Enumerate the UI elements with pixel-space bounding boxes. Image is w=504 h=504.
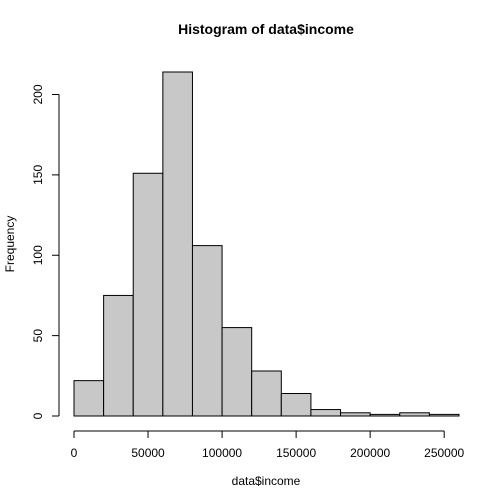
histogram-bar-9 [340,412,371,417]
histogram-bar-4 [191,245,223,417]
histogram-bar-5 [221,327,253,417]
histogram-bar-10 [369,413,401,417]
x-tick-label-3: 150000 [276,446,316,460]
histogram-bar-11 [399,412,430,417]
x-tick-label-2: 100000 [202,446,242,460]
histogram-bar-6 [251,370,282,417]
y-tick-label-0: 0 [31,412,45,419]
y-tick-label-3: 150 [31,165,45,185]
histogram-bar-2 [132,172,164,417]
y-tick-label-4: 200 [31,84,45,104]
x-axis-label: data$income [232,474,301,488]
y-axis: 0 50 100 150 200 [31,84,60,419]
histogram-bar-1 [103,294,134,417]
histogram-bar-8 [310,409,342,417]
x-tick-label-0: 0 [71,446,78,460]
bars-layer [73,71,460,417]
x-tick-label-5: 250000 [424,446,464,460]
x-axis: 0 50000 100000 150000 200000 250000 [71,430,465,460]
histogram-bar-12 [428,413,460,417]
x-tick-label-1: 50000 [131,446,165,460]
histogram-bar-7 [280,392,312,417]
histogram-bar-3 [162,71,193,417]
y-tick-label-1: 50 [31,329,45,343]
y-axis-label: Frequency [3,216,17,273]
histogram-bar-0 [73,380,105,417]
y-tick-label-2: 100 [31,245,45,265]
x-tick-label-4: 200000 [350,446,390,460]
chart-title: Histogram of data$income [178,21,354,37]
